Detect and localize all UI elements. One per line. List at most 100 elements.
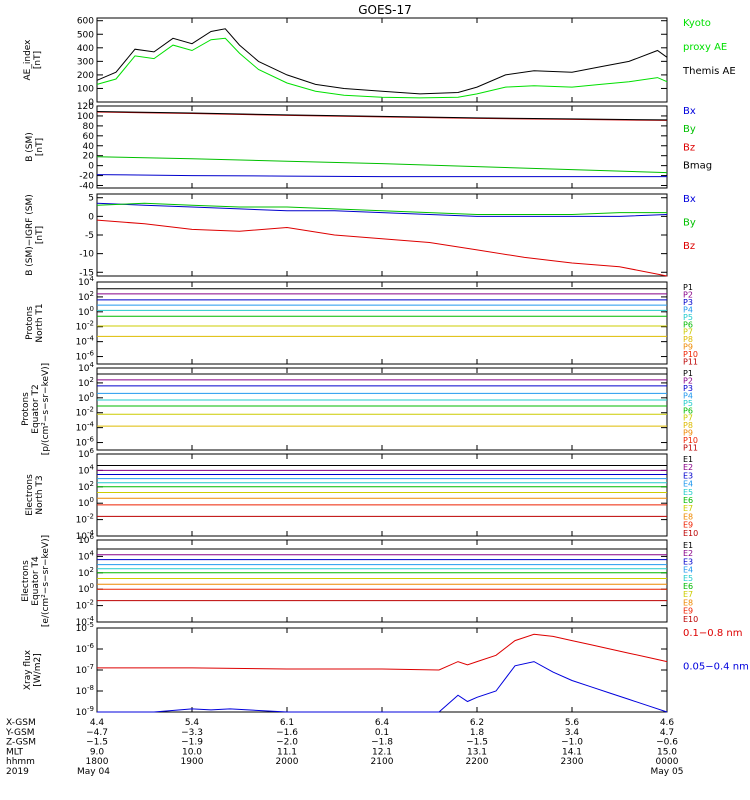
y-axis-label: Electrons North T3 [25, 474, 45, 516]
y-tick-label: 100 [78, 391, 94, 404]
y-tick-label: 102 [78, 290, 94, 303]
legend-label: P1 [683, 369, 693, 378]
legend-label: Bmag [683, 161, 712, 172]
y-tick-label: -20 [79, 172, 94, 182]
footer-row-label: MLT [6, 747, 24, 757]
y-tick-label: 10-2 [76, 599, 94, 612]
footer-value: 15.0 [657, 747, 677, 757]
footer-row-label: Y-GSM [5, 728, 34, 738]
legend-label: E1 [683, 455, 693, 464]
y-tick-label: 400 [77, 44, 94, 54]
legend-label: P4 [683, 391, 693, 400]
y-axis-label-line: Xray flux [23, 649, 33, 690]
legend-label: P7 [683, 328, 693, 337]
y-axis-label-line: Equator T2 [31, 384, 41, 433]
y-axis-label: Protons Equator T2 [p/(cm²−s−sr−keV)] [21, 363, 51, 455]
series-line [96, 37, 668, 99]
y-axis-label: B (SM) [nT] [25, 132, 45, 162]
legend-label: P2 [683, 376, 693, 385]
y-tick-label: 80 [83, 122, 95, 132]
y-axis-label-line: [p/(cm²−s−sr−keV)] [41, 363, 51, 455]
panel-frame [96, 539, 668, 623]
y-tick-label: 102 [78, 566, 94, 579]
y-tick-label: 10-2 [76, 320, 94, 333]
footer-value: −1.9 [181, 738, 203, 748]
footer-value: −1.6 [276, 728, 298, 738]
legend-label: Bz [683, 241, 695, 252]
legend-label: P4 [683, 305, 693, 314]
panel-bigrf: 5 0 -5 -10 -15 B (SM)−IGRF (SM) [nT] Bx By Bz [25, 193, 696, 278]
legend-label: P8 [683, 421, 693, 430]
footer-value: −1.0 [561, 738, 583, 748]
legend-label: P3 [683, 298, 693, 307]
y-axis-label: Protons North T1 [25, 303, 45, 342]
y-tick-label: -15 [79, 268, 94, 278]
footer-value: 10.0 [182, 747, 202, 757]
legend-label: E6 [683, 496, 693, 505]
legend-label: By [683, 217, 696, 228]
legend-label: E6 [683, 582, 693, 591]
footer-value: 6.4 [375, 718, 390, 728]
y-tick-label: 106 [78, 447, 94, 460]
footer-value: −1.5 [86, 738, 108, 748]
series-line [97, 633, 668, 671]
legend-label: P10 [683, 436, 698, 445]
legend-label: P11 [683, 444, 698, 453]
y-axis-label-line: Protons [21, 392, 31, 426]
series-line [96, 219, 668, 277]
footer-value: 11.1 [277, 747, 297, 757]
y-axis-label-line: AE_index [23, 39, 33, 81]
footer-value: −3.3 [181, 728, 203, 738]
legend-label: Bx [683, 194, 696, 205]
legend-label: By [683, 124, 696, 135]
y-tick-label: 100 [78, 305, 94, 318]
y-tick-label: -10 [79, 250, 94, 260]
series-line [97, 661, 668, 713]
y-tick-label: 60 [83, 132, 95, 142]
footer-value: −4.7 [86, 728, 108, 738]
footer-value: 3.4 [565, 728, 580, 738]
legend-label: P6 [683, 320, 693, 329]
legend-label: E4 [683, 480, 693, 489]
footer-value: 6.1 [280, 718, 294, 728]
footer-value: 13.1 [467, 747, 487, 757]
y-tick-label: 100 [78, 582, 94, 595]
legend-label: P9 [683, 343, 693, 352]
footer-row-label: 2019 [6, 767, 29, 777]
legend-label: E5 [683, 574, 693, 583]
footer-value: 2200 [466, 757, 489, 767]
legend-label: E2 [683, 463, 693, 472]
legend-label: P2 [683, 290, 693, 299]
legend-label: E9 [683, 521, 693, 530]
footer-layer: X-GSMY-GSMZ-GSMMLThhmm20194.4−4.7−1.59.0… [5, 718, 683, 777]
legend-label: E4 [683, 566, 693, 575]
legend-label: P3 [683, 384, 693, 393]
y-axis-label-line: [e/(cm²−s−sr−keV)] [41, 535, 51, 627]
legend-label: E3 [683, 557, 693, 566]
series-line [96, 111, 668, 121]
series-line [96, 28, 668, 95]
legend-label: Bx [683, 106, 696, 117]
footer-value: 4.6 [660, 718, 675, 728]
y-axis-label-line: Electrons [21, 560, 31, 602]
y-tick-label: 0 [88, 98, 94, 108]
legend-label: E10 [683, 615, 698, 624]
legend-label: E7 [683, 590, 693, 599]
y-tick-label: 10-4 [76, 335, 95, 348]
series-line [96, 156, 668, 174]
footer-value: −2.0 [276, 738, 298, 748]
legend-label: P5 [683, 399, 693, 408]
footer-value: 4.7 [660, 728, 674, 738]
footer-value: 6.2 [470, 718, 484, 728]
footer-value: 9.0 [90, 747, 105, 757]
footer-value: 4.4 [90, 718, 105, 728]
y-tick-label: 200 [77, 71, 94, 81]
y-tick-label: 40 [83, 142, 95, 152]
panel-ae: 600 500 400 300 200 100 0 AE_index [nT] Kyoto prox… [23, 17, 736, 108]
y-axis-label-line: North T3 [35, 475, 45, 514]
legend-label: E8 [683, 598, 693, 607]
legend-label: E5 [683, 488, 693, 497]
legend-label: E7 [683, 504, 693, 513]
